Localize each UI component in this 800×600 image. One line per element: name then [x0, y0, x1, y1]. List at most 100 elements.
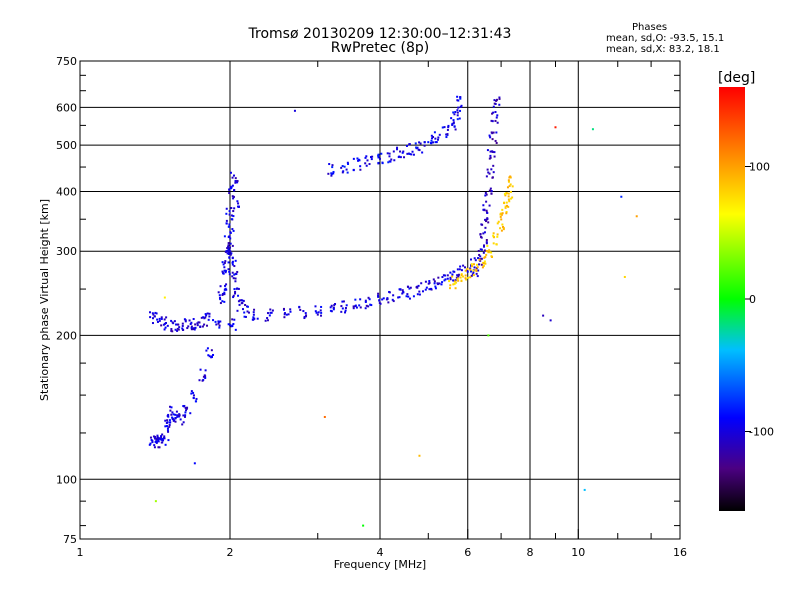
data-point [477, 257, 480, 260]
data-point [346, 171, 349, 174]
data-point [491, 138, 494, 141]
data-point [186, 406, 189, 409]
data-point [457, 99, 460, 102]
data-point [432, 141, 435, 144]
x-tick-label: 2 [227, 546, 234, 559]
data-point [457, 273, 460, 276]
data-point [154, 440, 157, 443]
data-point [334, 303, 337, 306]
data-point [204, 369, 207, 372]
data-point [223, 293, 226, 296]
data-point [387, 301, 390, 304]
data-point [347, 162, 350, 165]
data-point [456, 118, 459, 121]
data-point [480, 257, 483, 260]
data-point [165, 316, 168, 319]
data-point [486, 211, 489, 214]
data-point [444, 274, 447, 277]
data-point [352, 157, 355, 160]
data-point [176, 327, 179, 330]
data-point [487, 171, 490, 174]
data-point [498, 103, 501, 106]
data-point [418, 293, 421, 296]
data-point [148, 443, 151, 446]
data-point [485, 250, 488, 253]
data-point [459, 105, 462, 108]
data-point [443, 279, 446, 282]
data-point [435, 141, 438, 144]
data-point [192, 396, 195, 399]
data-point [155, 441, 158, 444]
data-point [221, 261, 224, 264]
data-point [190, 390, 193, 393]
data-point [230, 214, 233, 217]
data-point [231, 261, 234, 264]
data-point [427, 282, 430, 285]
chart-title: Tromsø 20130209 12:30:00–12:31:43 [248, 26, 512, 42]
data-point [232, 197, 235, 200]
data-point [358, 304, 361, 307]
data-point [174, 413, 177, 416]
data-point [174, 417, 177, 420]
data-point [470, 265, 473, 268]
data-point [408, 143, 411, 146]
data-point [246, 310, 249, 313]
data-point [223, 261, 226, 264]
data-point [490, 131, 493, 134]
data-point [237, 294, 240, 297]
data-point [234, 277, 237, 280]
data-point [485, 200, 488, 203]
data-point [331, 164, 334, 167]
data-point [459, 97, 462, 100]
data-point [494, 102, 497, 105]
data-point [236, 309, 239, 312]
data-point [342, 300, 345, 303]
data-point [151, 322, 154, 325]
data-point [228, 235, 231, 238]
data-point [483, 231, 486, 234]
data-point [303, 317, 306, 320]
data-point [231, 195, 234, 198]
data-point [244, 304, 247, 307]
data-point [396, 146, 399, 149]
data-point [408, 153, 411, 156]
data-point [490, 190, 493, 193]
data-point [166, 414, 169, 417]
data-point [170, 413, 173, 416]
data-point [237, 300, 240, 303]
data-point [434, 137, 437, 140]
data-point [407, 295, 410, 298]
data-point [227, 268, 230, 271]
data-point [332, 308, 335, 311]
data-point [185, 407, 188, 410]
data-point [352, 169, 355, 172]
data-point [224, 284, 227, 287]
data-point [490, 168, 493, 171]
data-point [476, 275, 479, 278]
data-point [234, 280, 237, 283]
data-point [505, 201, 508, 204]
data-point [479, 233, 482, 236]
data-point [225, 250, 228, 253]
data-point [193, 462, 196, 465]
data-point [181, 322, 184, 325]
data-point [222, 272, 225, 275]
data-point [446, 274, 449, 277]
data-point [357, 159, 360, 162]
data-point [460, 104, 463, 107]
data-point [161, 441, 164, 444]
data-point [208, 315, 211, 318]
data-point [477, 249, 480, 252]
data-point [470, 274, 473, 277]
data-point [490, 255, 493, 258]
data-point [323, 415, 326, 418]
data-point [218, 294, 221, 297]
data-point [418, 290, 421, 293]
data-point [224, 287, 227, 290]
data-point [392, 300, 395, 303]
data-point [218, 324, 221, 327]
data-point [479, 235, 482, 238]
data-point [447, 124, 450, 127]
data-point [449, 276, 452, 279]
data-point [149, 316, 152, 319]
